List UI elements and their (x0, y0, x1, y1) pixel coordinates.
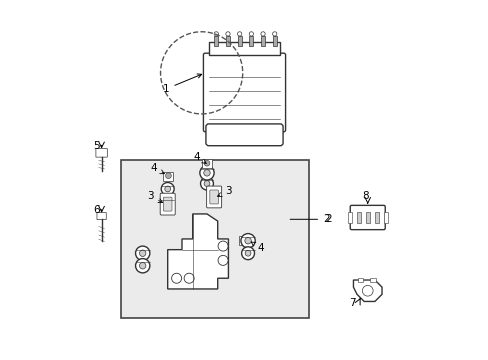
FancyBboxPatch shape (209, 190, 218, 204)
FancyBboxPatch shape (96, 149, 107, 157)
FancyBboxPatch shape (121, 160, 308, 318)
FancyBboxPatch shape (349, 205, 385, 230)
Text: 2: 2 (289, 214, 329, 224)
Circle shape (237, 32, 241, 36)
Circle shape (241, 247, 254, 260)
Circle shape (165, 173, 171, 179)
Bar (163, 172, 173, 181)
Circle shape (139, 262, 145, 269)
Circle shape (218, 255, 227, 265)
Bar (272, 36, 276, 46)
Bar (383, 212, 387, 223)
Bar (208, 42, 280, 55)
Bar (202, 159, 212, 168)
Circle shape (164, 186, 170, 192)
Circle shape (272, 32, 276, 36)
Bar (249, 36, 253, 46)
Text: 4: 4 (193, 152, 206, 163)
Bar (261, 36, 264, 46)
Polygon shape (353, 280, 381, 301)
Circle shape (249, 32, 253, 36)
Bar (214, 36, 218, 46)
Text: 5: 5 (93, 141, 100, 151)
Text: 6: 6 (93, 205, 100, 215)
Circle shape (244, 250, 250, 256)
Circle shape (161, 183, 174, 195)
Text: 4: 4 (150, 163, 164, 174)
FancyBboxPatch shape (163, 197, 172, 211)
Bar (369, 278, 375, 282)
Circle shape (200, 177, 213, 190)
Text: 3: 3 (146, 191, 163, 203)
FancyBboxPatch shape (203, 53, 285, 132)
Circle shape (241, 234, 255, 248)
FancyBboxPatch shape (160, 193, 175, 215)
Circle shape (203, 170, 210, 176)
Text: 3: 3 (217, 186, 231, 197)
Bar (239, 236, 249, 245)
Bar (365, 212, 369, 223)
Circle shape (203, 181, 209, 186)
Circle shape (164, 200, 170, 206)
FancyBboxPatch shape (205, 124, 283, 146)
Polygon shape (167, 214, 228, 289)
Circle shape (362, 285, 372, 296)
Bar (347, 212, 352, 223)
Circle shape (214, 32, 218, 36)
FancyBboxPatch shape (206, 186, 221, 208)
Circle shape (200, 166, 214, 180)
Circle shape (244, 238, 251, 244)
Circle shape (161, 197, 174, 210)
Circle shape (171, 273, 181, 283)
Text: 7: 7 (348, 298, 354, 308)
Text: 1: 1 (163, 74, 201, 94)
Circle shape (218, 241, 227, 251)
Circle shape (135, 246, 149, 260)
Bar (225, 36, 230, 46)
Circle shape (135, 258, 149, 273)
Circle shape (225, 32, 230, 36)
FancyBboxPatch shape (97, 212, 106, 220)
Circle shape (241, 237, 247, 243)
Text: 4: 4 (251, 242, 263, 253)
Text: 8: 8 (362, 191, 368, 201)
Circle shape (261, 32, 264, 36)
Circle shape (139, 250, 145, 256)
Circle shape (184, 273, 194, 283)
Text: 2: 2 (324, 214, 331, 224)
Bar (356, 212, 360, 223)
Circle shape (203, 160, 209, 166)
Bar (374, 212, 378, 223)
Bar (357, 278, 363, 282)
Bar (237, 36, 241, 46)
